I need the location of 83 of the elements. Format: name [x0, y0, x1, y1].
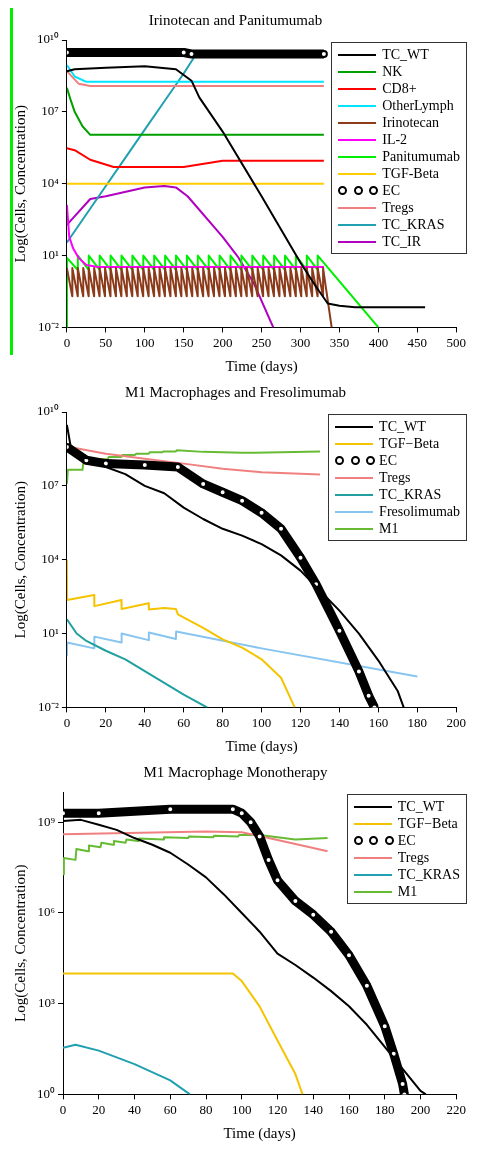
x-tick-label: 400: [368, 334, 389, 350]
x-axis-title: Time (days): [223, 1124, 296, 1142]
x-tick-label: 0: [63, 334, 71, 350]
legend-label: TGF−Beta: [379, 435, 440, 452]
point: [327, 927, 336, 936]
legend-label: Irinotecan: [382, 114, 439, 131]
x-tick-label: 220: [446, 1101, 466, 1117]
legend-label: OtherLymph: [382, 97, 454, 114]
y-tick-label: 10⁰: [37, 1085, 55, 1101]
x-tick-label: 0: [63, 714, 71, 730]
x-tick-label: 200: [446, 714, 466, 730]
legend-label: CD8+: [382, 80, 417, 97]
y-axis-title: Log(Cells, Concentration): [11, 480, 29, 639]
legend-label: TC_WT: [379, 418, 426, 435]
y-tick-label: 10¹⁰: [36, 403, 59, 419]
x-axis-title: Time (days): [225, 737, 298, 755]
x-tick-label: 300: [290, 334, 311, 350]
x-tick-label: 40: [138, 714, 152, 730]
legend-label: EC: [379, 452, 397, 469]
x-tick-label: 100: [232, 1101, 252, 1117]
chart-title: M1 Macrophages and Fresolimumab: [124, 383, 347, 400]
x-tick-label: 140: [329, 714, 350, 730]
x-tick-label: 80: [199, 1101, 213, 1117]
legend-label: TGF−Beta: [397, 815, 458, 832]
legend-label: TGF-Beta: [382, 165, 439, 182]
x-tick-label: 0: [59, 1101, 67, 1117]
x-tick-label: 140: [303, 1101, 323, 1117]
x-tick-label: 350: [329, 334, 350, 350]
y-axis-title: Log(Cells, Concentration): [11, 864, 29, 1022]
legend-label: Panitumumab: [382, 148, 460, 165]
legend-label: NK: [382, 63, 403, 80]
y-tick-label: 10¹: [41, 246, 59, 262]
legend-label: TC_KRAS: [382, 216, 445, 233]
legend-label: M1: [397, 883, 418, 900]
x-tick-label: 50: [99, 334, 113, 350]
x-tick-label: 160: [368, 714, 389, 730]
x-tick-label: 100: [135, 334, 155, 350]
y-tick-label: 10⁴: [41, 175, 60, 191]
legend-label: Tregs: [382, 199, 414, 216]
legend-label: EC: [382, 182, 401, 199]
x-tick-label: 80: [216, 714, 230, 730]
y-tick-label: 10¹⁰: [36, 31, 59, 47]
legend-label: EC: [397, 832, 416, 849]
x-tick-label: 250: [251, 334, 272, 350]
y-tick-label: 10⁹: [37, 813, 56, 829]
y-tick-label: 10⁻²: [37, 698, 59, 714]
x-tick-label: 450: [407, 334, 428, 350]
x-tick-label: 150: [173, 334, 194, 350]
y-tick-label: 10⁶: [37, 904, 55, 920]
x-axis-title: Time (days): [225, 357, 298, 375]
y-tick-label: 10¹: [41, 624, 59, 640]
x-tick-label: 120: [290, 714, 311, 730]
y-tick-label: 10⁷: [41, 477, 59, 493]
x-tick-label: 40: [128, 1101, 141, 1117]
x-tick-label: 160: [339, 1101, 359, 1117]
legend-label: TC_IR: [382, 233, 422, 250]
x-tick-label: 20: [92, 1101, 106, 1117]
chart-title: M1 Macrophage Monotherapy: [143, 763, 329, 780]
x-tick-label: 180: [407, 714, 428, 730]
x-tick-label: 500: [446, 334, 466, 350]
x-tick-label: 180: [375, 1101, 395, 1117]
x-tick-label: 200: [410, 1101, 431, 1117]
legend-label: TC_WT: [382, 46, 429, 63]
x-tick-label: 60: [177, 714, 191, 730]
legend-label: M1: [379, 520, 399, 537]
chart-title: Irinotecan and Panitumumab: [148, 11, 323, 28]
legend-label: Tregs: [397, 849, 430, 866]
legend-label: Fresolimumab: [379, 503, 460, 520]
x-tick-label: 200: [212, 334, 233, 350]
x-tick-label: 100: [251, 714, 272, 730]
legend-label: TC_WT: [397, 798, 445, 815]
x-tick-label: 60: [163, 1101, 177, 1117]
x-tick-label: 20: [99, 714, 113, 730]
y-tick-label: 10⁷: [41, 103, 59, 119]
y-tick-label: 10⁻²: [37, 318, 59, 334]
legend-label: TC_KRAS: [379, 486, 442, 503]
legend-label: Tregs: [379, 469, 411, 486]
y-tick-label: 10³: [38, 995, 56, 1011]
x-tick-label: 120: [267, 1101, 288, 1117]
y-axis-title: Log(Cells, Concentration): [11, 104, 29, 263]
legend-label: IL-2: [382, 131, 408, 148]
y-tick-label: 10⁴: [41, 551, 60, 567]
legend-label: TC_KRAS: [397, 866, 460, 883]
